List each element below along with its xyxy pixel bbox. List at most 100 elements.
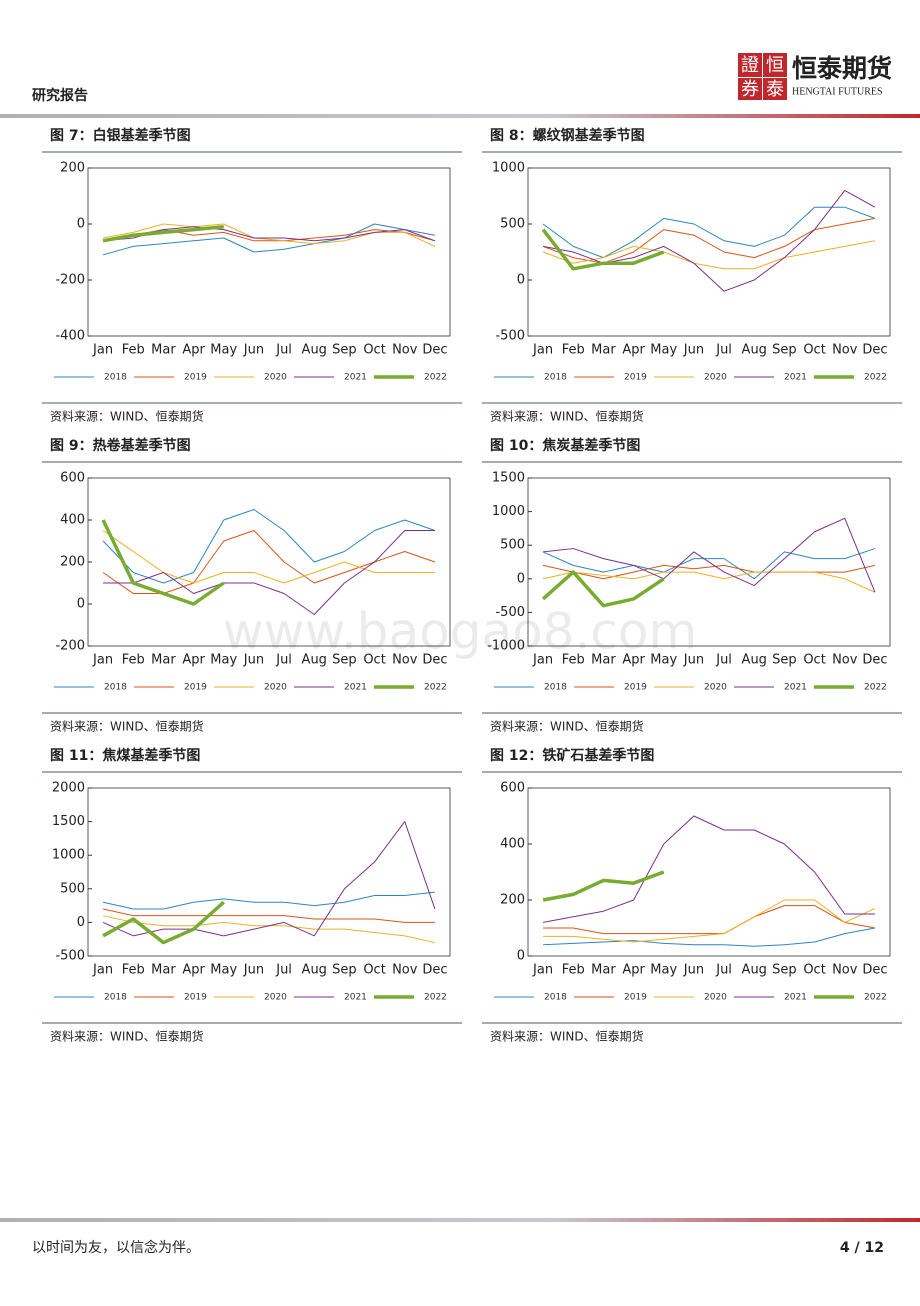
figure-title: 图 10：焦炭基差季节图 — [490, 437, 640, 454]
charts: 图 7：白银基差季节图 -400 -200 0 200 Jan Feb Mar Apr May Ju… — [42, 127, 902, 1044]
legend-label: 2021 — [344, 683, 367, 693]
x-tick-label: Sep — [772, 963, 797, 978]
series-line — [541, 228, 665, 271]
x-tick-label: Apr — [622, 653, 645, 668]
series-line — [102, 908, 435, 923]
plot-frame — [527, 167, 891, 337]
x-tick-label: Jul — [275, 653, 292, 668]
logo-char: 券 — [741, 79, 759, 100]
y-tick-label: 0 — [517, 949, 525, 964]
series-line — [102, 530, 436, 594]
plot-frame — [527, 477, 891, 647]
y-tick-label: 500 — [60, 881, 85, 896]
series-line — [102, 530, 435, 584]
y-tick-label: 200 — [60, 161, 85, 176]
x-tick-label: Nov — [392, 343, 418, 358]
logo-cell — [763, 78, 787, 100]
x-tick-label: Mar — [591, 963, 616, 978]
series-line — [542, 571, 876, 593]
x-tick-label: Jul — [715, 343, 732, 358]
series-line — [543, 517, 876, 593]
x-tick-label: Mar — [151, 653, 176, 668]
x-tick-label: Apr — [182, 653, 205, 668]
source-note: 资料来源：WIND、恒泰期货 — [490, 719, 644, 734]
y-tick-label: 2000 — [52, 781, 85, 796]
legend-label: 2020 — [704, 683, 727, 693]
y-tick-label: 500 — [500, 538, 525, 553]
legend-label: 2018 — [544, 683, 567, 693]
series-line — [102, 509, 436, 584]
legend-label: 2022 — [864, 683, 887, 693]
series-line — [102, 891, 435, 910]
x-tick-label: Feb — [562, 963, 585, 978]
x-tick-label: Apr — [622, 343, 645, 358]
x-tick-label: Nov — [832, 343, 858, 358]
x-tick-label: Jan — [532, 343, 553, 358]
y-tick-label: 1500 — [52, 814, 85, 829]
chart: 图 11：焦煤基差季节图 -500 0 500 1000 1500 2000 Jan Feb Ma… — [42, 747, 462, 1044]
series-line — [543, 899, 876, 943]
series-line — [542, 548, 876, 580]
series-line — [102, 821, 436, 937]
source-note: 资料来源：WIND、恒泰期货 — [50, 1029, 204, 1044]
x-tick-label: Oct — [803, 963, 825, 978]
legend-label: 2020 — [704, 373, 727, 383]
x-tick-label: Feb — [562, 343, 585, 358]
plot-frame — [527, 787, 891, 957]
x-tick-label: Mar — [591, 653, 616, 668]
footer-motto: 以时间为友，以信念为伴。 — [32, 1239, 200, 1256]
y-tick-label: 0 — [517, 273, 525, 288]
x-tick-label: May — [650, 343, 677, 358]
y-tick-label: -200 — [55, 639, 85, 654]
source-note: 资料来源：WIND、恒泰期货 — [490, 1029, 644, 1044]
x-tick-label: Mar — [591, 343, 616, 358]
x-tick-label: Jan — [532, 963, 553, 978]
x-tick-label: Jan — [92, 653, 113, 668]
x-tick-label: Dec — [862, 653, 887, 668]
series-line — [102, 223, 436, 247]
x-tick-label: Apr — [622, 963, 645, 978]
x-tick-label: May — [650, 653, 677, 668]
series-line — [542, 564, 876, 580]
x-tick-label: Sep — [332, 963, 357, 978]
x-tick-label: Jun — [243, 963, 264, 978]
y-tick-label: 500 — [500, 217, 525, 232]
series-line — [542, 815, 875, 923]
legend-label: 2018 — [104, 683, 127, 693]
legend-label: 2018 — [544, 993, 567, 1003]
y-tick-label: 600 — [60, 471, 85, 486]
source-note: 资料来源：WIND、恒泰期货 — [50, 719, 204, 734]
y-tick-label: -500 — [495, 329, 525, 344]
x-tick-label: Dec — [422, 343, 447, 358]
x-tick-label: Jun — [683, 653, 704, 668]
x-tick-label: Jul — [275, 343, 292, 358]
legend-label: 2020 — [704, 993, 727, 1003]
series-line — [102, 225, 224, 243]
x-tick-label: Apr — [182, 963, 205, 978]
y-tick-label: 1000 — [492, 504, 525, 519]
x-tick-label: Jun — [243, 343, 264, 358]
logo-cell — [763, 53, 787, 77]
y-tick-label: 400 — [500, 837, 525, 852]
x-tick-label: Oct — [803, 343, 825, 358]
legend-label: 2019 — [184, 683, 207, 693]
legend-label: 2022 — [424, 683, 447, 693]
y-tick-label: 0 — [517, 571, 525, 586]
x-tick-label: Jun — [243, 653, 264, 668]
legend-label: 2018 — [544, 373, 567, 383]
chart: 图 9：热卷基差季节图 -200 0 200 400 600 Jan Feb Mar Apr May… — [42, 437, 462, 734]
y-tick-label: 1500 — [492, 471, 525, 486]
figure-title: 图 8：螺纹钢基差季节图 — [490, 127, 645, 144]
x-tick-label: Jul — [715, 963, 732, 978]
x-tick-label: Nov — [832, 653, 858, 668]
company-name: 恒泰期货 — [792, 54, 892, 83]
legend-label: 2022 — [424, 373, 447, 383]
series-line — [103, 226, 436, 242]
x-tick-label: Oct — [803, 653, 825, 668]
series-line — [542, 206, 876, 259]
legend-label: 2022 — [424, 993, 447, 1003]
chart: 图 8：螺纹钢基差季节图 -500 0 500 1000 Jan Feb Mar Apr May J… — [482, 127, 902, 424]
legend-label: 2019 — [184, 993, 207, 1003]
legend-label: 2018 — [104, 373, 127, 383]
